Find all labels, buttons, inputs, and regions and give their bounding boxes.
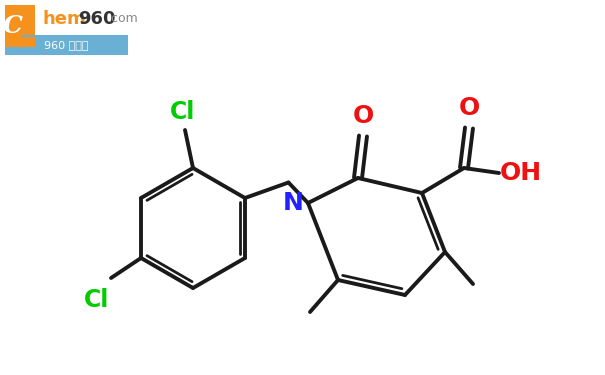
Text: O: O bbox=[459, 96, 480, 120]
Text: Cl: Cl bbox=[171, 100, 195, 124]
Text: hem: hem bbox=[43, 10, 87, 28]
Text: 960: 960 bbox=[78, 10, 116, 28]
FancyBboxPatch shape bbox=[5, 35, 128, 55]
Polygon shape bbox=[5, 5, 35, 47]
Text: OH: OH bbox=[500, 161, 542, 185]
Text: 960 化工网: 960 化工网 bbox=[44, 40, 89, 50]
FancyBboxPatch shape bbox=[5, 5, 35, 47]
Text: .com: .com bbox=[108, 12, 139, 26]
Text: Cl: Cl bbox=[84, 288, 110, 312]
Text: O: O bbox=[352, 104, 374, 128]
Text: N: N bbox=[283, 191, 304, 215]
Text: C: C bbox=[3, 14, 23, 38]
